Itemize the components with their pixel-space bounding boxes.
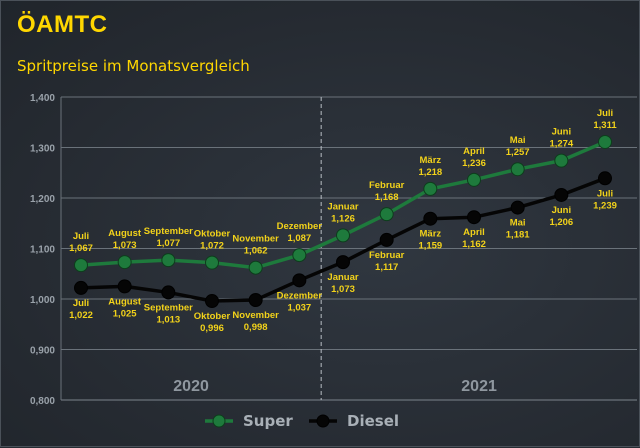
- data-label: 1,257: [506, 147, 530, 158]
- data-label: 1,025: [113, 308, 137, 319]
- data-label: 1,067: [69, 243, 93, 254]
- data-label: 1,126: [331, 213, 355, 224]
- y-tick-label: 0,900: [30, 346, 55, 357]
- month-label: Oktober: [194, 229, 231, 240]
- month-label: April: [463, 146, 485, 157]
- data-point-super: [292, 248, 307, 263]
- month-label: Juni: [552, 205, 572, 216]
- data-label: 1,013: [156, 314, 180, 325]
- month-label: Oktober: [194, 311, 231, 322]
- data-point-super: [117, 255, 132, 270]
- legend-marker-diesel: [316, 414, 330, 428]
- month-label: Juli: [73, 298, 89, 309]
- y-tick-label: 1,300: [30, 144, 55, 155]
- data-label: 1,274: [549, 139, 573, 150]
- data-point-super: [205, 255, 219, 270]
- chart-subtitle: Spritpreise im Monatsvergleich: [17, 57, 250, 75]
- oeamtc-logo: ÖAMTC: [17, 11, 108, 38]
- data-point-super: [379, 207, 394, 222]
- y-tick-label: 1,200: [30, 194, 55, 205]
- year-label-2020: 2020: [173, 378, 209, 395]
- data-label: 1,072: [200, 241, 224, 252]
- data-label: 1,077: [156, 238, 180, 249]
- data-point-super: [423, 181, 438, 196]
- month-label: Januar: [327, 201, 358, 212]
- data-label: 1,218: [418, 167, 442, 178]
- data-point-diesel: [248, 293, 263, 308]
- data-label: 1,239: [593, 200, 617, 211]
- month-label: August: [108, 228, 142, 239]
- month-label: Januar: [327, 272, 358, 283]
- month-label: November: [232, 310, 279, 321]
- data-label: 1,236: [462, 158, 486, 169]
- data-label: 1,022: [69, 310, 93, 321]
- data-point-diesel: [598, 171, 612, 186]
- month-label: Mai: [510, 218, 526, 229]
- month-label: Februar: [369, 250, 405, 261]
- month-label: Juli: [597, 188, 613, 199]
- data-point-super: [598, 134, 612, 149]
- data-point-super: [74, 258, 88, 273]
- data-point-diesel: [554, 187, 569, 202]
- data-label: 1,162: [462, 239, 486, 250]
- data-label: 1,181: [506, 230, 530, 241]
- data-point-diesel: [510, 200, 525, 215]
- month-label: April: [463, 227, 485, 238]
- data-point-diesel: [161, 285, 176, 300]
- data-label: 0,998: [244, 322, 268, 333]
- data-point-super: [467, 172, 481, 187]
- data-point-super: [248, 260, 263, 275]
- data-point-diesel: [467, 210, 481, 225]
- data-label: 0,996: [200, 323, 224, 334]
- data-point-diesel: [379, 232, 394, 247]
- month-label: Juli: [73, 231, 89, 242]
- data-point-diesel: [205, 294, 219, 309]
- data-label: 1,087: [287, 233, 311, 244]
- data-label: 1,159: [418, 241, 442, 252]
- data-point-super: [510, 162, 525, 177]
- data-label: 1,311: [593, 120, 617, 131]
- data-label: 1,062: [244, 246, 268, 257]
- data-point-diesel: [336, 255, 350, 270]
- month-label: Februar: [369, 180, 405, 191]
- month-label: Juni: [552, 127, 572, 138]
- data-label: 1,037: [287, 302, 311, 313]
- year-label-2021: 2021: [461, 378, 497, 395]
- y-tick-label: 0,800: [30, 396, 55, 407]
- y-tick-label: 1,000: [30, 295, 55, 306]
- data-point-diesel: [292, 273, 307, 288]
- legend-label-diesel: Diesel: [347, 412, 399, 430]
- data-point-diesel: [423, 211, 438, 226]
- data-label: 1,073: [113, 240, 137, 251]
- data-point-super: [161, 253, 176, 268]
- data-label: 1,168: [375, 192, 399, 203]
- y-tick-label: 1,100: [30, 245, 55, 256]
- month-label: September: [144, 302, 193, 313]
- data-point-super: [336, 228, 350, 243]
- data-label: 1,073: [331, 284, 355, 295]
- month-label: Mai: [510, 135, 526, 146]
- data-label: 1,117: [375, 262, 398, 273]
- month-label: September: [144, 226, 193, 237]
- data-point-diesel: [74, 280, 88, 295]
- month-label: Dezember: [277, 290, 323, 301]
- legend-marker-super: [212, 414, 226, 428]
- data-point-super: [554, 153, 569, 168]
- month-label: März: [420, 229, 442, 240]
- month-label: August: [108, 296, 142, 307]
- month-label: November: [232, 234, 279, 245]
- data-point-diesel: [117, 279, 132, 294]
- data-label: 1,206: [549, 217, 573, 228]
- month-label: März: [420, 155, 442, 166]
- month-label: Dezember: [277, 221, 323, 232]
- month-label: Juli: [597, 108, 613, 119]
- legend-label-super: Super: [243, 412, 293, 430]
- y-tick-label: 1,400: [30, 93, 55, 104]
